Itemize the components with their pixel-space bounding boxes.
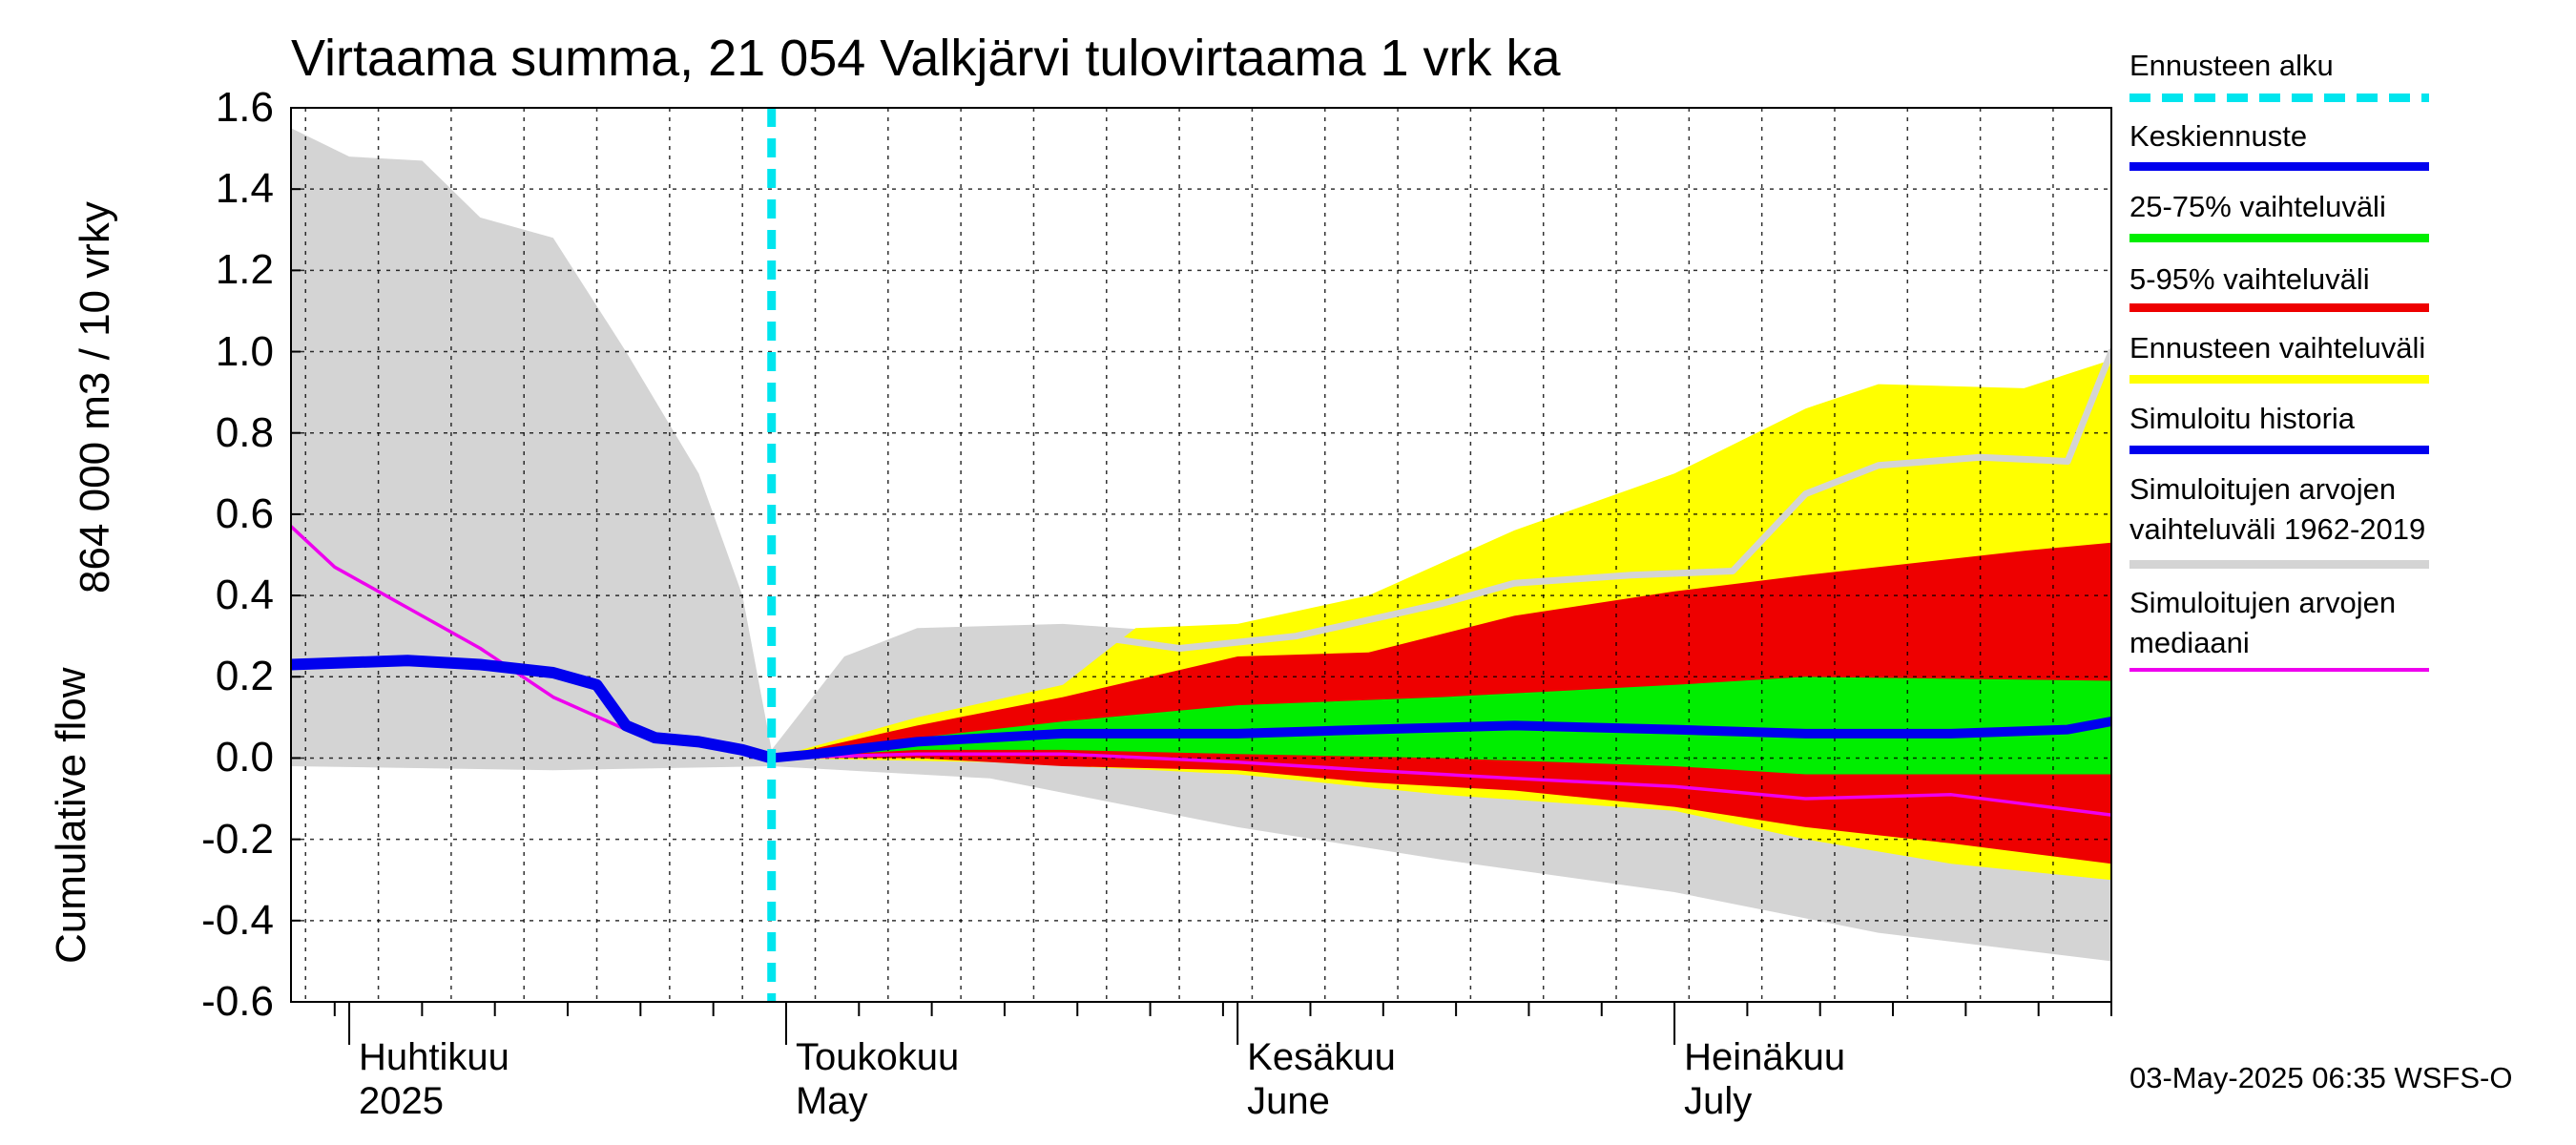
y-tick-label: -0.6 [201,978,274,1025]
line-layer [291,108,2111,1002]
y-tick-label: 0.8 [215,408,274,456]
month-label-fi: Heinäkuu [1684,1036,1846,1078]
month-label-fi: Huhtikuu [359,1036,509,1078]
y-tick-label: 1.2 [215,246,274,294]
month-label-fi: Toukokuu [795,1036,960,1078]
grid-layer [291,107,2111,1003]
plot-frame [290,107,2112,1003]
line-simuloitu-historia [291,655,778,764]
y-tick-label: 0.6 [215,489,274,537]
chart-title: Virtaama summa, 21 054 Valkjärvi tulovir… [291,30,1561,87]
legend-swatch [2129,668,2429,672]
y-tick-label: 1.0 [215,327,274,375]
legend-swatch [2129,375,2429,384]
month-label-en: June [1247,1080,1330,1122]
month-label-en: May [795,1080,868,1122]
line-simuloitujen-arvojen-mediaani [291,524,2111,817]
y-tick-label: -0.2 [201,815,274,863]
month-label-en: July [1684,1080,1753,1122]
y-axis-label-units: 864 000 m3 / 10 vrky [72,201,118,593]
legend-label: Keskiennuste [2129,119,2308,153]
line-simuloitujen-arvojen-vaihteluv-li-max [1089,348,2111,652]
month-label-en: 2025 [359,1080,445,1122]
legend-label: 5-95% vaihteluväli [2129,262,2370,296]
legend-label: 25-75% vaihteluväli [2129,190,2386,223]
legend-label: Simuloitujen arvojen mediaani [2129,586,2397,659]
y-tick-label: 0.4 [215,572,274,619]
band-layer [291,128,2111,962]
y-tick-label: 0.2 [215,653,274,700]
legend-label: Simuloitu historia [2129,402,2356,435]
legend-swatch [2129,162,2429,171]
y-axis-label-cumulative: Cumulative flow [48,667,94,964]
legend-swatch [2129,234,2429,242]
y-tick-label: -0.4 [201,896,274,944]
legend-label: Simuloitujen arvojen vaihteluväli 1962-2… [2129,472,2426,546]
legend-label: Ennusteen alku [2129,49,2334,82]
axes-layer [290,107,2112,1045]
month-label-fi: Kesäkuu [1247,1036,1396,1078]
y-tick-label: 1.6 [215,84,274,131]
legend-swatch [2129,303,2429,312]
timestamp-footer: 03-May-2025 06:35 WSFS-O [2129,1061,2513,1094]
legend-swatch [2129,446,2429,454]
y-tick-label: 0.0 [215,734,274,781]
y-tick-label: 1.4 [215,165,274,213]
line-keskiennuste [766,717,2111,763]
legend-swatch [2129,560,2429,569]
legend-swatch [2129,94,2429,102]
legend-label: Ennusteen vaihteluväli [2129,331,2426,364]
